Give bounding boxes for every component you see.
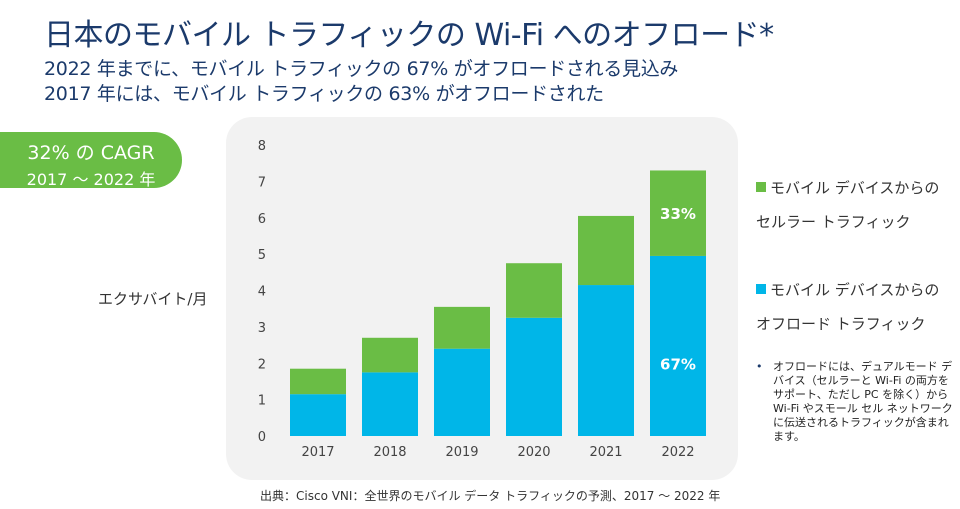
y-tick-label: 3 xyxy=(258,321,266,336)
y-tick-label: 7 xyxy=(258,175,266,190)
bar-offload-2020 xyxy=(506,317,562,436)
y-tick-label: 0 xyxy=(258,430,266,445)
bar-cellular-2019 xyxy=(434,306,490,349)
x-tick-label: 2019 xyxy=(445,445,478,460)
y-tick-label: 2 xyxy=(258,357,266,372)
bar-offload-2019 xyxy=(434,348,490,436)
legend-cellular-label-2: セルラー トラフィック xyxy=(756,213,911,231)
subtitle-2017: 2017 年には、モバイル トラフィックの 63% がオフロードされた xyxy=(44,83,604,105)
y-tick-label: 1 xyxy=(258,394,266,409)
bar-cellular-2018 xyxy=(362,337,418,373)
legend-cellular-swatch xyxy=(756,182,766,192)
y-tick-label: 6 xyxy=(258,212,266,227)
cagr-value: 32% の CAGR xyxy=(27,142,155,164)
bar-cellular-2022 xyxy=(650,170,706,256)
bar-offload-2018 xyxy=(362,372,418,436)
legend-cellular-label-1: モバイル デバイスからの xyxy=(770,179,940,197)
legend-offload-label-2: オフロード トラフィック xyxy=(756,315,926,333)
y-tick-label: 4 xyxy=(258,285,266,300)
footnote-text: オフロードには、デュアルモード デバイス（セルラーと Wi-Fi の両方をサポー… xyxy=(773,360,953,443)
x-tick-label: 2018 xyxy=(373,445,406,460)
cagr-period: 2017 ～ 2022 年 xyxy=(26,170,156,189)
x-tick-label: 2017 xyxy=(301,445,334,460)
y-tick-label: 5 xyxy=(258,248,266,263)
footnote-bullet: • xyxy=(756,360,763,373)
bar-cellular-2020 xyxy=(506,263,562,318)
data-label-offload: 67% xyxy=(660,355,696,373)
bar-offload-2021 xyxy=(578,285,634,436)
bar-cellular-2021 xyxy=(578,215,634,286)
footnote: • オフロードには、デュアルモード デバイス（セルラーと Wi-Fi の両方をサ… xyxy=(756,360,956,444)
legend-offload: モバイル デバイスからの オフロード トラフィック xyxy=(756,273,939,341)
bar-offload-2022 xyxy=(650,255,706,436)
y-axis-label: エクサバイト/月 xyxy=(98,290,208,308)
x-tick-label: 2022 xyxy=(661,445,694,460)
subtitle-2022: 2022 年までに、モバイル トラフィックの 67% がオフロードされる見込み xyxy=(44,58,679,80)
x-tick-label: 2021 xyxy=(589,445,622,460)
data-label-cellular: 33% xyxy=(660,205,696,223)
legend-cellular: モバイル デバイスからの セルラー トラフィック xyxy=(756,171,939,239)
bar-cellular-2017 xyxy=(290,368,346,395)
slide-title: 日本のモバイル トラフィックの Wi-Fi へのオフロード* xyxy=(44,18,774,53)
cagr-badge: 32% の CAGR 2017 ～ 2022 年 xyxy=(0,132,182,189)
legend-offload-swatch xyxy=(756,284,766,294)
x-tick-label: 2020 xyxy=(517,445,550,460)
source-citation: 出典：Cisco VNI：全世界のモバイル データ トラフィックの予測、2017… xyxy=(260,489,721,503)
y-tick-label: 8 xyxy=(258,139,266,154)
bar-offload-2017 xyxy=(290,394,346,436)
legend-offload-label-1: モバイル デバイスからの xyxy=(770,281,940,299)
